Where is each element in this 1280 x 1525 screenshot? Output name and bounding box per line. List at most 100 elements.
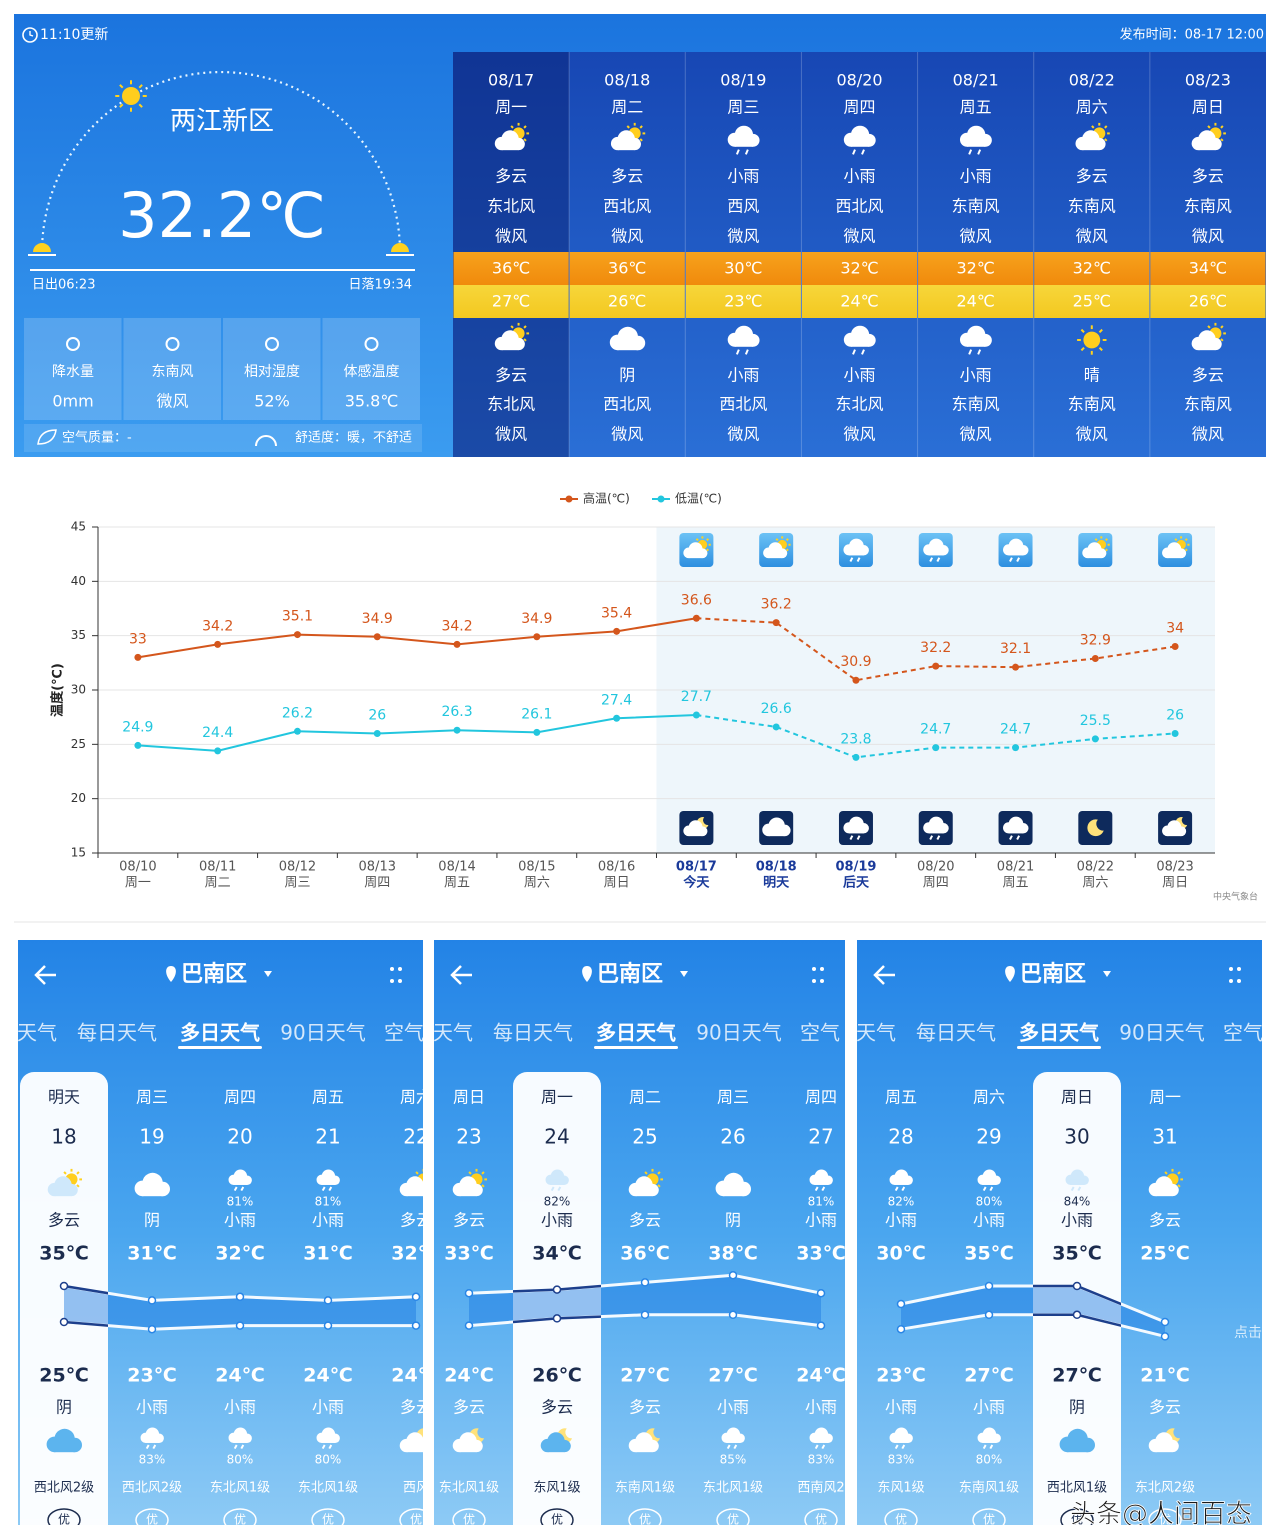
weather-icon xyxy=(843,125,876,155)
tab[interactable]: 多日天气 xyxy=(1019,1021,1099,1045)
tab[interactable]: 90日天气 xyxy=(696,1021,781,1045)
location[interactable]: 巴南区 xyxy=(597,962,663,987)
tab[interactable]: 天气 xyxy=(17,1021,57,1045)
forecast-date: 08/19 xyxy=(720,71,766,90)
x-tick-label: 08/19 xyxy=(835,860,876,875)
day-label[interactable]: 明天 xyxy=(48,1088,80,1107)
day-label[interactable]: 周五 xyxy=(885,1088,917,1107)
stat-box xyxy=(322,318,420,420)
icon-part xyxy=(1008,548,1024,556)
point xyxy=(1012,663,1020,671)
tab-underline xyxy=(594,1046,678,1049)
tab[interactable]: 90日天气 xyxy=(280,1021,365,1045)
back-button[interactable] xyxy=(34,965,56,985)
point xyxy=(373,633,381,641)
icon-part xyxy=(929,835,934,840)
point xyxy=(134,741,142,749)
x-tick-sublabel: 周日 xyxy=(604,876,630,891)
location[interactable]: 巴南区 xyxy=(1020,962,1086,987)
icon-part xyxy=(989,1186,994,1192)
update-time: 11:10更新 xyxy=(40,27,108,43)
day-weather: 多云 xyxy=(400,1211,432,1230)
day-label[interactable]: 周一 xyxy=(541,1088,573,1107)
night-weather: 阴 xyxy=(56,1398,72,1417)
weather-icon xyxy=(140,1427,164,1450)
day-weather: 多云 xyxy=(611,167,643,186)
icon-part xyxy=(967,138,986,147)
tab[interactable]: 天气 xyxy=(433,1021,473,1045)
night-wind-level: 微风 xyxy=(727,425,759,444)
day-label[interactable]: 周四 xyxy=(805,1088,837,1107)
night-pop: 80% xyxy=(227,1453,254,1467)
high-temp: 36℃ xyxy=(492,259,530,278)
high-temp: 32℃ xyxy=(391,1243,440,1265)
data-label: 34.2 xyxy=(441,618,472,634)
day-label[interactable]: 周四 xyxy=(224,1088,256,1107)
tab[interactable]: 天气 xyxy=(856,1021,896,1045)
day-label[interactable]: 周三 xyxy=(136,1088,168,1107)
icon-part xyxy=(850,338,870,347)
icon-part xyxy=(726,1444,731,1450)
day-label[interactable]: 周六 xyxy=(973,1088,1005,1107)
tab[interactable]: 每日天气 xyxy=(77,1021,157,1045)
weather-icon xyxy=(763,536,791,559)
day-label[interactable]: 周日 xyxy=(453,1088,485,1107)
tab[interactable]: 空气 xyxy=(1223,1021,1263,1045)
high-cell xyxy=(801,252,918,285)
tab[interactable]: 90日天气 xyxy=(1119,1021,1204,1045)
day-label[interactable]: 周一 xyxy=(1149,1088,1181,1107)
aqi: 优 xyxy=(322,1513,334,1525)
icon-part xyxy=(1184,538,1188,542)
x-tick-label: 08/17 xyxy=(676,860,717,875)
icon-part xyxy=(1207,125,1211,129)
icon-part xyxy=(415,1171,419,1175)
forecast-date: 08/23 xyxy=(1185,71,1231,90)
temp-point xyxy=(323,1296,333,1305)
tab[interactable]: 每日天气 xyxy=(916,1021,996,1045)
data-label: 24.7 xyxy=(1000,722,1031,738)
night-weather: 多云 xyxy=(400,1398,432,1417)
menu-dot xyxy=(1229,967,1233,971)
weather-icon xyxy=(47,1168,82,1197)
stat-value: 52% xyxy=(254,392,290,411)
night-weather: 小雨 xyxy=(843,366,875,385)
aqi-badge xyxy=(540,1508,574,1525)
weather-icon xyxy=(228,1169,252,1192)
icon-part xyxy=(501,142,519,151)
wind: 东南风1级 xyxy=(615,1480,675,1496)
day-label[interactable]: 周三 xyxy=(717,1088,749,1107)
x-tick-sublabel: 周日 xyxy=(1162,876,1188,891)
point xyxy=(214,640,222,648)
day-label[interactable]: 周日 xyxy=(1061,1088,1093,1107)
tab[interactable]: 每日天气 xyxy=(493,1021,573,1045)
icon-part xyxy=(138,84,143,89)
icon-part xyxy=(265,337,279,351)
icon-part xyxy=(1009,835,1013,840)
icon-part xyxy=(152,1444,157,1450)
tab[interactable]: 多日天气 xyxy=(180,1021,260,1045)
x-tick-label: 08/12 xyxy=(279,860,316,875)
icon-part xyxy=(54,1443,75,1453)
location[interactable]: 巴南区 xyxy=(181,962,247,987)
tab[interactable]: 空气 xyxy=(384,1021,424,1045)
high-temp: 32℃ xyxy=(215,1243,264,1265)
x-tick-sublabel: 周一 xyxy=(125,876,151,891)
day-label[interactable]: 周五 xyxy=(312,1088,344,1107)
icon-part xyxy=(814,1186,819,1192)
back-button[interactable] xyxy=(450,965,472,985)
night-wind: 东南风 xyxy=(952,395,1000,414)
day-label[interactable]: 周六 xyxy=(400,1088,432,1107)
weather-icon xyxy=(1162,536,1190,559)
weather-icon xyxy=(1075,122,1110,151)
temp-band xyxy=(901,1286,1165,1337)
back-button[interactable] xyxy=(873,965,895,985)
tab[interactable]: 空气 xyxy=(800,1021,840,1045)
point xyxy=(373,729,381,737)
day-weather: 多云 xyxy=(453,1211,485,1230)
day-label[interactable]: 周二 xyxy=(629,1088,661,1107)
icon-part xyxy=(982,1186,987,1192)
point xyxy=(772,723,780,731)
tab[interactable]: 多日天气 xyxy=(596,1021,676,1045)
watermark: 头条@人间百态 xyxy=(1070,1500,1252,1525)
